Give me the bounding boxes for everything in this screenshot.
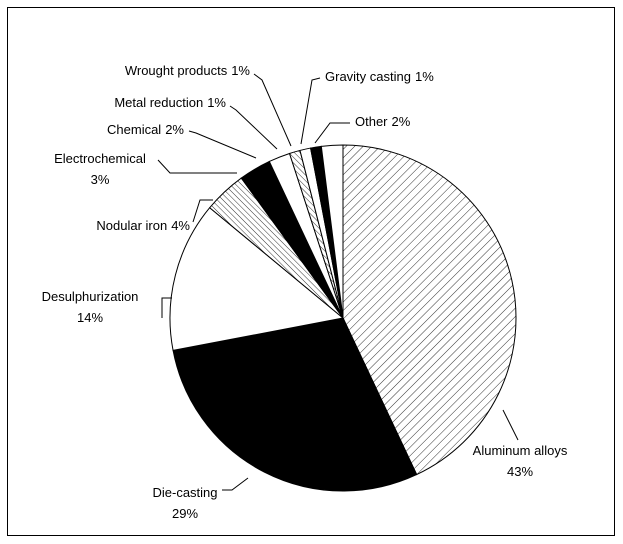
leader-line — [161, 297, 172, 318]
pie-slice — [320, 144, 344, 319]
leader-line — [502, 409, 519, 441]
slice-label-value: 2% — [392, 114, 411, 129]
slice-label-value: 29% — [172, 506, 198, 521]
slice-label-name: Metal reduction — [114, 95, 203, 110]
slice-label: Nodular iron 4% — [96, 218, 190, 233]
slice-label-name: Desulphurization — [42, 289, 139, 304]
slice-label-name: Aluminum alloys — [473, 443, 568, 458]
slice-label: Wrought products 1% — [125, 63, 251, 78]
slice-label: Other 2% — [355, 114, 411, 129]
slice-label: Metal reduction 1% — [114, 95, 226, 110]
pie-slice — [172, 317, 418, 492]
leader-line — [192, 199, 213, 223]
slice-label-value: 14% — [77, 310, 103, 325]
slice-label-value: 4% — [171, 218, 190, 233]
slice-label-value: 1% — [207, 95, 226, 110]
slice-label-name: Chemical — [107, 122, 161, 137]
slice-label: Desulphurization 14% — [42, 289, 139, 325]
slice-label-value: 43% — [507, 464, 533, 479]
leader-line — [300, 77, 321, 145]
slice-label: Die-casting 29% — [152, 485, 217, 521]
leader-line — [188, 130, 257, 159]
slice-label: Chemical 2% — [107, 122, 184, 137]
slice-label-value: 1% — [415, 69, 434, 84]
leader-line — [314, 122, 350, 144]
leader-line — [253, 73, 292, 147]
slice-label-value: 3% — [91, 172, 110, 187]
slice-label: Electrochemical 3% — [54, 151, 146, 187]
slice-label: Gravity casting 1% — [325, 69, 434, 84]
leader-line — [157, 159, 237, 174]
slice-label-name: Other — [355, 114, 388, 129]
slice-label-name: Gravity casting — [325, 69, 411, 84]
leader-line — [229, 105, 278, 150]
slice-label-name: Electrochemical — [54, 151, 146, 166]
slice-label-name: Nodular iron — [96, 218, 167, 233]
pie-slice — [342, 144, 517, 476]
slice-label-name: Wrought products — [125, 63, 228, 78]
pie-slice — [169, 207, 345, 352]
slice-label-name: Die-casting — [152, 485, 217, 500]
slice-label-value: 1% — [231, 63, 250, 78]
slice-label: Aluminum alloys 43% — [473, 443, 568, 479]
leader-line — [222, 477, 249, 491]
slice-label-value: 2% — [165, 122, 184, 137]
